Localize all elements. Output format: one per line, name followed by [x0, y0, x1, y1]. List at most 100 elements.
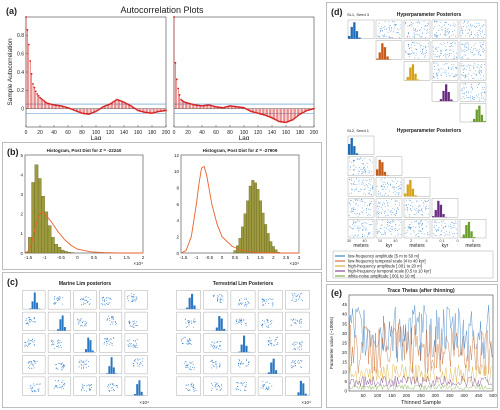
- scatter-point: [350, 179, 352, 181]
- scatter-point: [77, 318, 79, 320]
- acf-point: [286, 120, 289, 123]
- scatter-point: [482, 87, 483, 88]
- scatter-point: [293, 365, 295, 367]
- histogram-bar: [358, 37, 361, 39]
- scatter-point: [193, 384, 195, 386]
- scatter-point: [387, 202, 388, 204]
- scatter-point: [472, 24, 474, 26]
- scatter-point: [185, 387, 187, 389]
- histogram-bar: [353, 146, 356, 155]
- scatter-point: [134, 300, 136, 302]
- scatter-point: [133, 340, 135, 342]
- scatter-point: [220, 297, 222, 299]
- scatter-point: [377, 233, 378, 234]
- scatter-point: [404, 233, 406, 234]
- acf-point: [198, 104, 201, 107]
- scatter-point: [438, 25, 440, 27]
- scatter-point: [418, 224, 420, 226]
- scatter-point: [410, 24, 412, 26]
- scatter-point: [387, 228, 389, 230]
- scatter-point: [390, 211, 392, 213]
- scatter-point: [396, 210, 397, 212]
- scatter-point: [413, 225, 415, 227]
- scatter-point: [404, 227, 406, 229]
- scatter-point: [364, 188, 366, 190]
- scatter-point: [435, 221, 437, 223]
- scatter-point: [365, 170, 366, 172]
- x-tick-label: 160: [134, 130, 143, 136]
- scatter-point: [416, 212, 417, 214]
- scatter-point: [379, 202, 381, 203]
- x-tick-label: 60: [65, 130, 71, 136]
- scatter-point: [84, 323, 86, 325]
- scatter-point: [359, 167, 361, 168]
- acf-point: [282, 121, 285, 123]
- scatter-point: [55, 302, 56, 304]
- scatter-point: [267, 299, 269, 300]
- scatter-point: [236, 318, 238, 320]
- scatter-point: [55, 386, 57, 388]
- scatter-point: [447, 28, 449, 30]
- scatter-point: [292, 318, 294, 320]
- scatter-point: [36, 383, 38, 385]
- scatter-point: [295, 360, 297, 362]
- scatter-point: [371, 224, 373, 226]
- scatter-point: [484, 63, 486, 65]
- pair-cell: [99, 290, 123, 310]
- acf-point: [30, 72, 33, 75]
- scatter-point: [416, 22, 418, 24]
- scatter-point: [435, 234, 437, 236]
- scatter-point: [461, 56, 463, 58]
- scatter-point: [217, 382, 219, 384]
- scatter-point: [292, 365, 294, 367]
- scatter-point: [416, 200, 418, 202]
- acf-point: [254, 111, 257, 114]
- scatter-point: [189, 343, 191, 345]
- scatter-point: [378, 32, 380, 34]
- scatter-point: [29, 386, 31, 388]
- scatter-point: [62, 367, 64, 369]
- scatter-point: [376, 228, 378, 230]
- scatter-point: [290, 364, 292, 366]
- scatter-point: [418, 226, 420, 228]
- scatter-point: [415, 28, 416, 30]
- scatter-point: [415, 221, 417, 223]
- scatter-point: [421, 232, 423, 234]
- scatter-point: [422, 53, 424, 55]
- scatter-point: [369, 209, 371, 210]
- scatter-point: [369, 215, 371, 216]
- acf-point: [96, 109, 99, 112]
- scatter-point: [483, 51, 485, 53]
- scatter-point: [450, 43, 452, 44]
- acf-point: [160, 110, 163, 112]
- scatter-point: [462, 43, 463, 45]
- scatter-point: [423, 205, 425, 207]
- scatter-point: [356, 158, 358, 160]
- pair-cell: [22, 355, 46, 375]
- x-unit-label: kyr: [442, 243, 449, 249]
- scatter-point: [380, 192, 381, 194]
- histogram-bar: [409, 67, 412, 81]
- histogram-bar: [112, 367, 115, 374]
- scatter-point: [352, 159, 354, 161]
- scatter-point: [478, 83, 480, 84]
- scatter-point: [419, 204, 421, 206]
- scatter-point: [276, 343, 278, 345]
- scatter-point: [82, 299, 84, 301]
- scatter-point: [361, 223, 362, 225]
- scatter-point: [410, 210, 412, 211]
- scatter-point: [472, 78, 474, 79]
- scatter-point: [34, 363, 36, 365]
- scatter-point: [139, 363, 141, 365]
- scatter-point: [80, 361, 82, 363]
- scatter-point: [263, 304, 265, 306]
- scatter-point: [189, 362, 191, 364]
- acf-point: [134, 107, 137, 110]
- scatter-point: [420, 209, 422, 210]
- x-tick-label: 20: [37, 130, 43, 136]
- scatter-point: [448, 37, 450, 39]
- scatter-point: [89, 387, 91, 389]
- y-tick-label: 20: [342, 350, 348, 355]
- scatter-point: [409, 224, 411, 225]
- scatter-point: [396, 182, 397, 184]
